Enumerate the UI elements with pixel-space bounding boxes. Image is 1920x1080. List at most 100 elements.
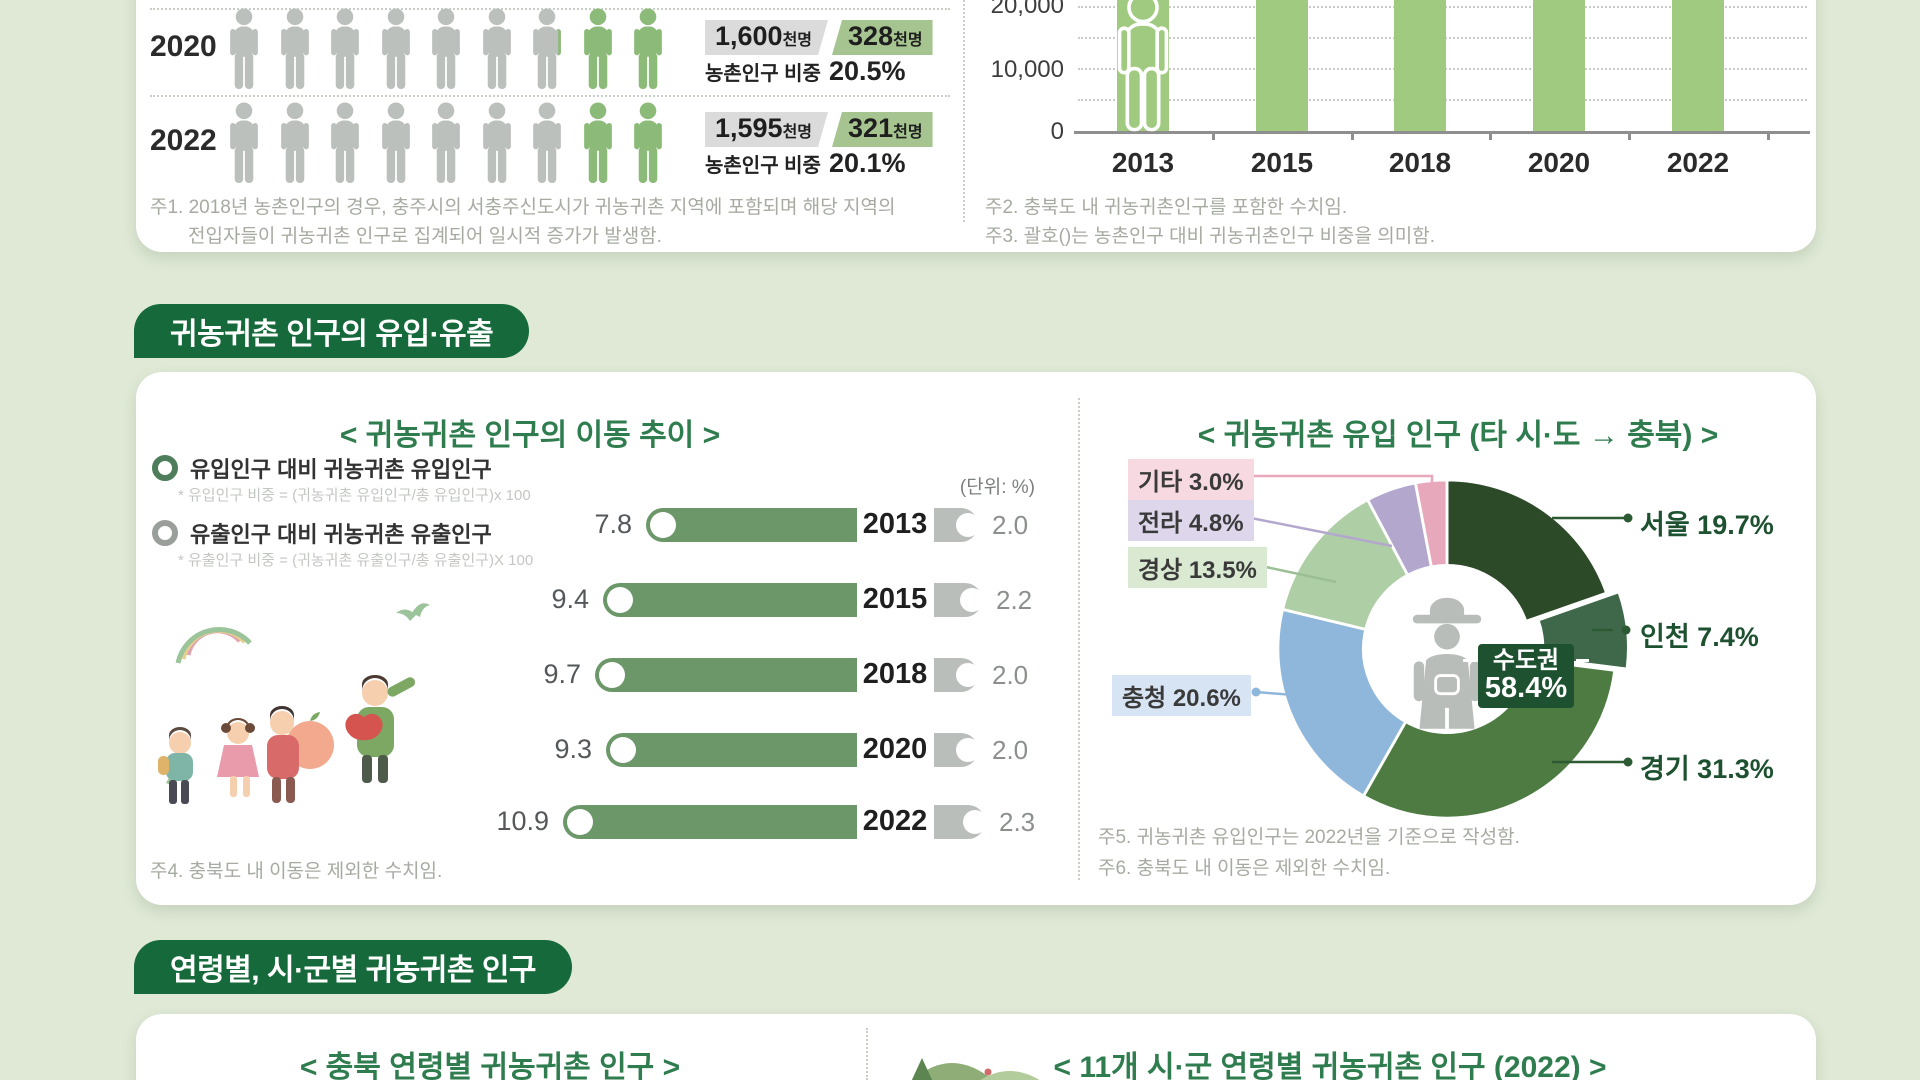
outflow-knob-2015 bbox=[960, 588, 984, 612]
top-card-divider bbox=[963, 0, 965, 222]
pictogram-year-2020: 2020 bbox=[150, 30, 217, 63]
mid-card-divider bbox=[1078, 398, 1080, 880]
note-5: 주5. 귀농귀촌 유입인구는 2022년을 기준으로 작성함. bbox=[1098, 827, 1520, 848]
inflow-knob-2018 bbox=[599, 662, 625, 688]
callout-tick-right bbox=[1576, 659, 1589, 662]
inflow-bar-2022 bbox=[563, 805, 857, 839]
total-pop-badge: 1,595천명 bbox=[705, 112, 828, 147]
rural-share-2022: 농촌인구 비중 20.1% bbox=[705, 148, 906, 178]
note-4: 주4. 충북도 내 이동은 제외한 수치임. bbox=[150, 861, 443, 882]
flow-chart-title: < 귀농귀촌 인구의 이동 추이 > bbox=[339, 419, 721, 452]
flow-year-2013: 2013 bbox=[862, 508, 928, 540]
total-pop-badge: 1,600천명 bbox=[705, 20, 828, 55]
donut-segment-기타 bbox=[1413, 478, 1449, 569]
donut-label-incheon: 인천 7.4% bbox=[1640, 622, 1759, 652]
note-6: 주6. 충북도 내 이동은 제외한 수치임. bbox=[1098, 858, 1391, 879]
rural-pop-badge: 328천명 bbox=[832, 20, 933, 55]
x-axis-label-2013: 2013 bbox=[1111, 147, 1175, 178]
donut-segment-충청 bbox=[1276, 607, 1408, 798]
mountains-illustration bbox=[911, 1058, 1040, 1080]
unit-label: (단위: %) bbox=[959, 477, 1035, 498]
inflow-knob-2020 bbox=[610, 737, 636, 763]
note-1-line1: 주1. 2018년 농촌인구의 경우, 충주시의 서충주신도시가 귀농귀촌 지역… bbox=[150, 197, 896, 218]
outflow-value-2022: 2.3 bbox=[999, 807, 1036, 837]
outflow-knob-2020 bbox=[956, 738, 980, 762]
inflow-bar-2015 bbox=[603, 583, 857, 617]
inflow-value-2013: 7.8 bbox=[594, 509, 632, 539]
inflow-knob-2022 bbox=[567, 809, 593, 835]
walking-people-illustration bbox=[158, 603, 430, 804]
inflow-knob-2013 bbox=[650, 512, 676, 538]
donut-label-seoul: 서울 19.7% bbox=[1640, 510, 1774, 540]
inflow-ring-icon bbox=[152, 455, 178, 481]
axis-tick bbox=[1628, 131, 1631, 140]
pictogram-year-2022: 2022 bbox=[150, 124, 217, 157]
flow-year-2018: 2018 bbox=[862, 658, 928, 690]
note-2: 주2. 충북도 내 귀농귀촌인구를 포함한 수치임. bbox=[985, 197, 1348, 218]
legend-outflow: 유출인구 대비 귀농귀촌 유출인구 bbox=[152, 517, 492, 549]
outflow-knob-2018 bbox=[956, 663, 980, 687]
callout-tick-left bbox=[1463, 659, 1476, 662]
inflow-value-2018: 9.7 bbox=[543, 659, 581, 689]
rural-share-2020: 농촌인구 비중 20.5% bbox=[705, 56, 906, 86]
donut-chart-title: < 귀농귀촌 유입 인구 (타 시·도 → 충북) > bbox=[1197, 419, 1719, 452]
capital-region-callout: 수도권 58.4% bbox=[1478, 644, 1574, 708]
x-axis-label-2020: 2020 bbox=[1527, 147, 1591, 178]
donut-label-chungcheong: 충청 20.6% bbox=[1112, 675, 1251, 716]
inflow-value-2022: 10.9 bbox=[496, 806, 549, 836]
bar-2022 bbox=[1672, 0, 1724, 131]
note-1-line2: 전입자들이 귀농귀촌 인구로 집계되어 일시적 증가가 발생함. bbox=[188, 226, 662, 247]
x-axis-label-2018: 2018 bbox=[1388, 147, 1452, 178]
legend-inflow: 유입인구 대비 귀농귀촌 유입인구 bbox=[152, 452, 492, 484]
inflow-bar-2018 bbox=[595, 658, 857, 692]
pictogram-separator-top bbox=[150, 8, 950, 10]
donut-label-gyeonggi: 경기 31.3% bbox=[1640, 754, 1774, 784]
donut-label-gyeongsang: 경상 13.5% bbox=[1128, 547, 1267, 588]
bottom-card-divider bbox=[866, 1028, 868, 1080]
y-axis-label-20,000: 20,000 bbox=[990, 0, 1064, 19]
outflow-ring-icon bbox=[152, 520, 178, 546]
y-axis-label-0: 0 bbox=[1050, 118, 1064, 145]
axis-tick bbox=[1212, 131, 1215, 140]
section-badge-flow: 귀농귀촌 인구의 유입·유출 bbox=[134, 304, 530, 358]
age-chart-title: < 충북 연령별 귀농귀촌 인구 > bbox=[299, 1051, 681, 1080]
flow-year-2022: 2022 bbox=[862, 805, 928, 837]
bar-2015 bbox=[1256, 0, 1308, 131]
pop-values-2022: 1,595천명 321천명 bbox=[705, 112, 933, 147]
outflow-value-2018: 2.0 bbox=[992, 660, 1029, 690]
rural-pop-badge: 321천명 bbox=[832, 112, 933, 147]
inflow-value-2015: 9.4 bbox=[551, 584, 589, 614]
x-axis-line bbox=[1074, 131, 1810, 134]
donut-label-etc: 기타 3.0% bbox=[1128, 459, 1254, 500]
outflow-value-2013: 2.0 bbox=[992, 510, 1029, 540]
axis-tick bbox=[1351, 131, 1354, 140]
farmer-icon bbox=[1412, 597, 1482, 729]
outflow-value-2020: 2.0 bbox=[992, 735, 1029, 765]
outflow-value-2015: 2.2 bbox=[996, 585, 1033, 615]
legend-outflow-note: * 유출인구 비중 = (귀농귀촌 유출인구/총 유출인구)X 100 bbox=[178, 552, 534, 569]
y-axis-label-10,000: 10,000 bbox=[990, 56, 1064, 83]
axis-tick bbox=[1767, 131, 1770, 140]
section-badge-age: 연령별, 시·군별 귀농귀촌 인구 bbox=[134, 940, 573, 994]
legend-inflow-note: * 유입인구 비중 = (귀농귀촌 유입인구/총 유입인구)x 100 bbox=[178, 487, 531, 504]
inflow-bar-2013 bbox=[646, 508, 857, 542]
outflow-knob-2013 bbox=[956, 513, 980, 537]
bar-2020 bbox=[1533, 0, 1585, 131]
flow-year-2020: 2020 bbox=[862, 733, 928, 765]
pop-values-2020: 1,600천명 328천명 bbox=[705, 20, 933, 55]
x-axis-label-2015: 2015 bbox=[1250, 147, 1314, 178]
inflow-knob-2015 bbox=[607, 587, 633, 613]
flow-year-2015: 2015 bbox=[862, 583, 928, 615]
pictogram-separator-mid bbox=[150, 95, 950, 97]
inflow-bar-2020 bbox=[606, 733, 857, 767]
donut-label-jeolla: 전라 4.8% bbox=[1128, 500, 1254, 541]
city-age-chart-title: < 11개 시·군 연령별 귀농귀촌 인구 (2022) > bbox=[1053, 1051, 1607, 1080]
x-axis-label-2022: 2022 bbox=[1666, 147, 1730, 178]
inflow-value-2020: 9.3 bbox=[554, 734, 592, 764]
donut-segment-서울 bbox=[1445, 478, 1609, 623]
outflow-knob-2022 bbox=[963, 810, 987, 834]
bar-2018 bbox=[1394, 0, 1446, 131]
axis-tick bbox=[1489, 131, 1492, 140]
